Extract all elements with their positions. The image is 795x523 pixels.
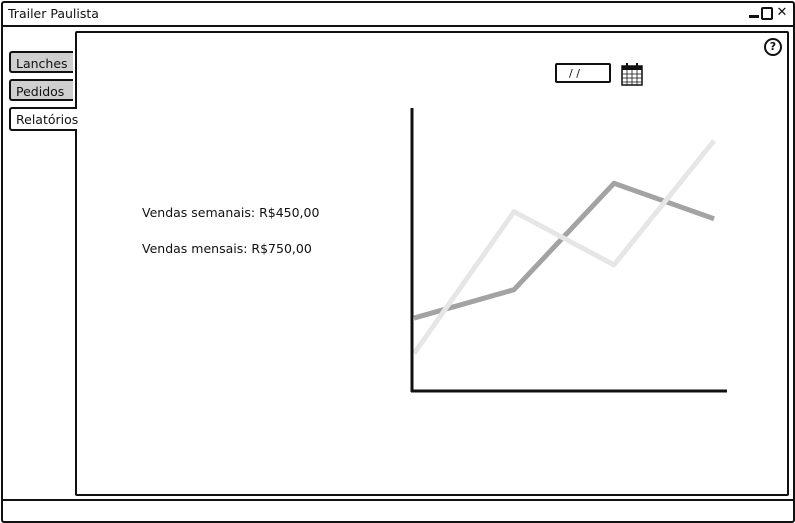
status-bar [3, 499, 793, 523]
monthly-sales-label: Vendas mensais: R$750,00 [142, 241, 312, 256]
series-line-1 [411, 139, 716, 355]
date-field[interactable]: / / [555, 63, 611, 83]
tab-pedidos[interactable]: Pedidos [9, 79, 73, 101]
weekly-sales-label: Vendas semanais: R$450,00 [142, 205, 320, 220]
series-line-2 [413, 180, 715, 321]
close-icon[interactable]: ✕ [776, 5, 788, 20]
window-controls: ✕ [749, 5, 789, 20]
calendar-icon[interactable] [621, 62, 643, 86]
tab-relatorios[interactable]: Relatórios [9, 107, 78, 131]
reports-panel: ? / / Vendas semanais: R$450,00 Vendas m… [75, 31, 789, 496]
title-bar: Trailer Paulista ✕ [3, 3, 793, 27]
tab-lanches[interactable]: Lanches [9, 51, 73, 73]
window-title: Trailer Paulista [8, 6, 99, 21]
sales-line-chart [410, 108, 727, 393]
maximize-icon[interactable] [761, 7, 773, 20]
help-icon[interactable]: ? [764, 38, 782, 56]
minimize-icon[interactable] [749, 5, 759, 18]
